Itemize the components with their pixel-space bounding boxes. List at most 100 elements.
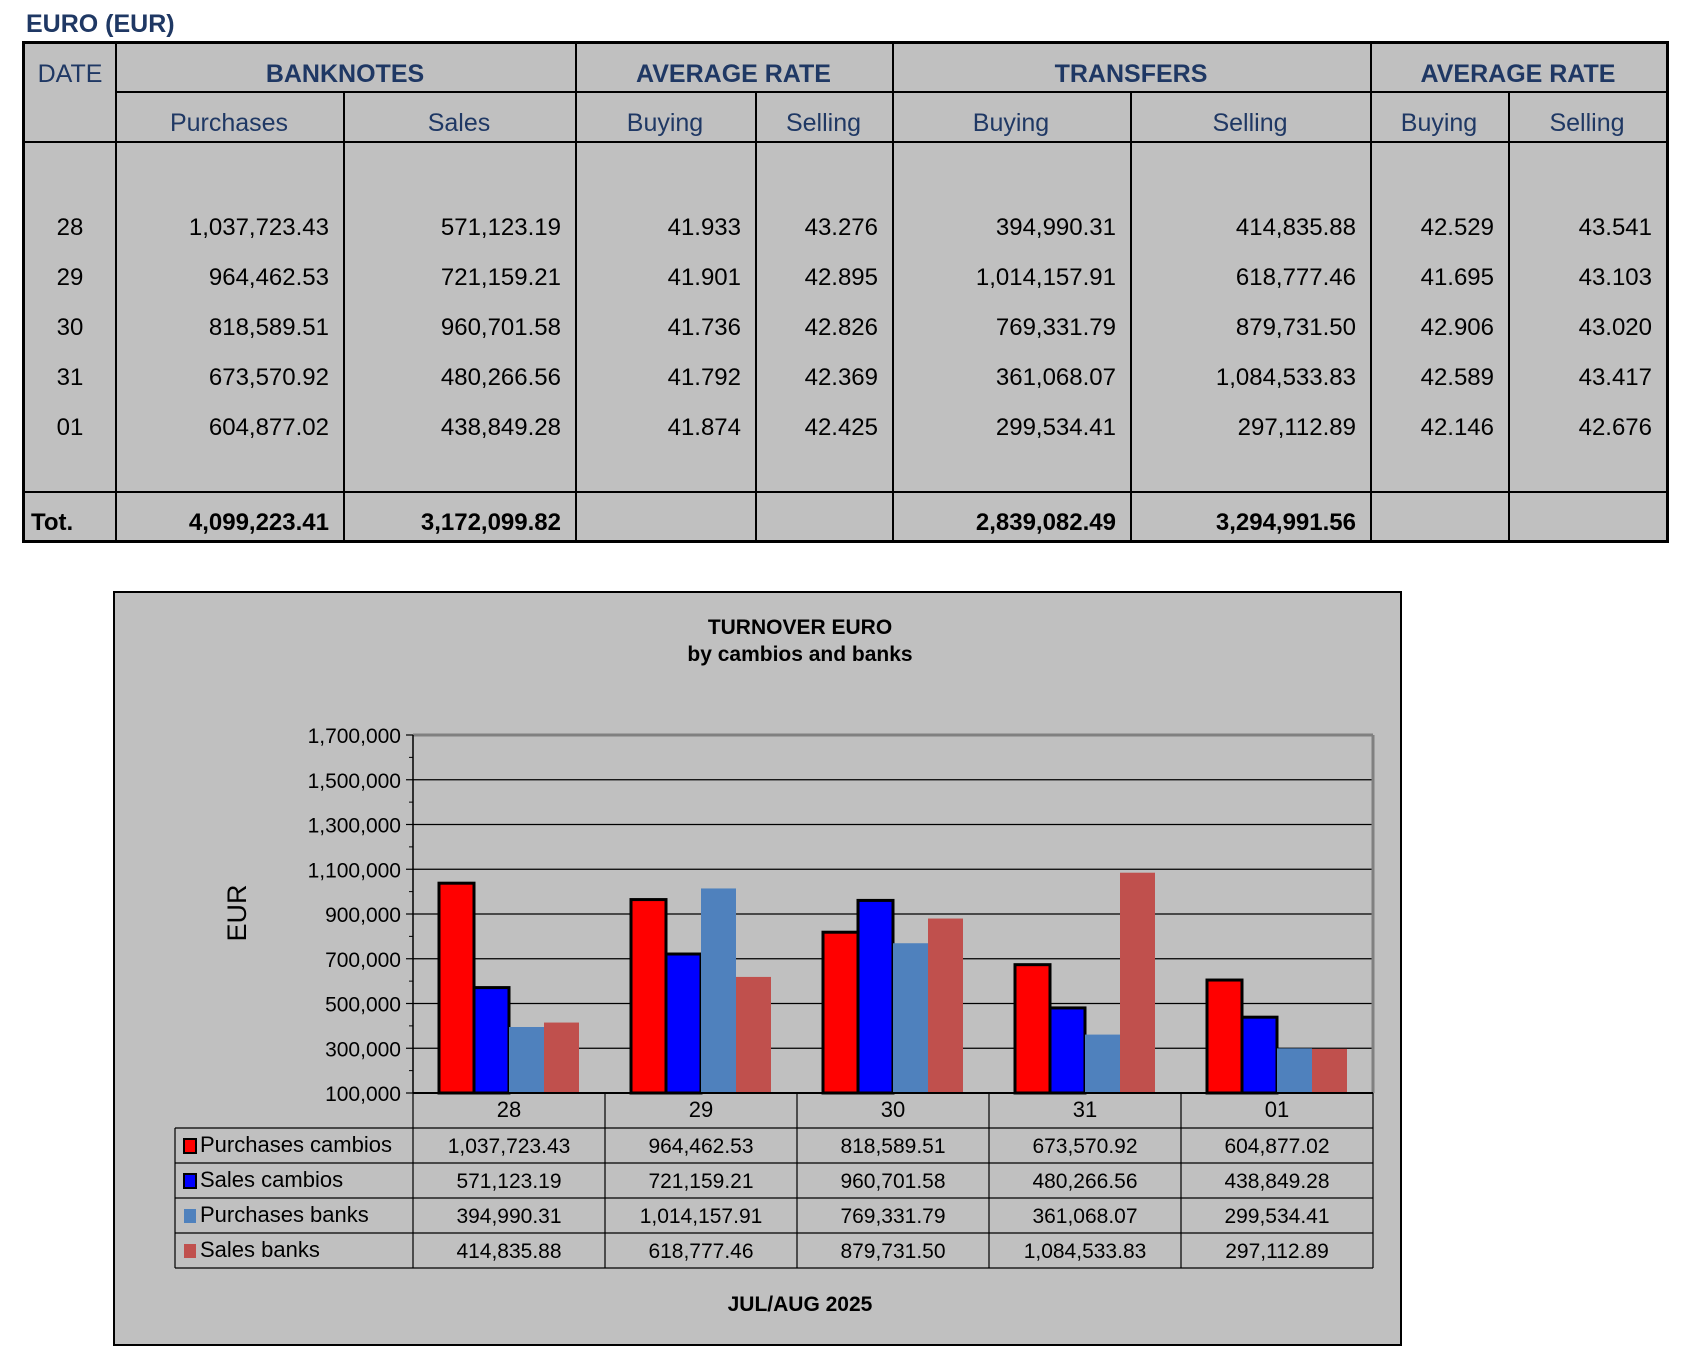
bar <box>1085 1034 1120 1093</box>
table-cell: 297,112.89 <box>1237 414 1356 441</box>
table-cell: 571,123.19 <box>440 214 561 241</box>
table-cell: 42.676 <box>1578 414 1652 441</box>
table-cell: 394,990.31 <box>995 214 1116 241</box>
column-divider <box>1370 44 1372 540</box>
row-date: 30 <box>56 314 84 341</box>
bar <box>1205 978 1244 1095</box>
bar <box>928 918 963 1093</box>
data-label: 361,068.07 <box>1032 1205 1137 1228</box>
table-cell: 42.906 <box>1420 314 1494 341</box>
bar <box>1048 1006 1087 1095</box>
sub-header: Buying <box>626 109 704 137</box>
sub-header: Selling <box>1212 109 1288 137</box>
y-tick-label: 1,100,000 <box>308 859 401 882</box>
legend-swatch <box>184 1244 196 1258</box>
table-cell: 769,331.79 <box>995 314 1116 341</box>
data-label: 879,731.50 <box>840 1240 945 1263</box>
legend-label: Purchases cambios <box>200 1132 392 1157</box>
header-divider <box>115 91 1666 93</box>
bar <box>1240 1015 1279 1095</box>
bar <box>1277 1048 1312 1093</box>
y-tick-label: 900,000 <box>325 904 401 927</box>
table-cell: 1,014,157.91 <box>975 264 1116 291</box>
data-label: 299,534.41 <box>1224 1205 1329 1228</box>
table-cell: 42.529 <box>1420 214 1494 241</box>
legend-swatch <box>183 1173 197 1189</box>
row-date: 01 <box>56 414 84 441</box>
x-tick-label: 01 <box>1265 1097 1289 1122</box>
data-label: 604,877.02 <box>1224 1135 1329 1158</box>
sub-header: Sales <box>427 109 491 137</box>
table-cell: 618,777.46 <box>1235 264 1356 291</box>
table-cell: 42.589 <box>1420 364 1494 391</box>
bar <box>664 952 703 1095</box>
table-cell: 1,084,533.83 <box>1215 364 1356 391</box>
bar <box>629 898 668 1095</box>
table-cell: 361,068.07 <box>995 364 1116 391</box>
y-axis-label: EUR <box>222 884 252 941</box>
legend-label: Sales cambios <box>200 1167 343 1192</box>
chart-subtitle: by cambios and banks <box>687 643 912 666</box>
data-label: 438,849.28 <box>1224 1170 1329 1193</box>
table-cell: 438,849.28 <box>440 414 561 441</box>
y-tick-label: 1,300,000 <box>308 815 401 838</box>
y-tick-label: 100,000 <box>325 1083 401 1106</box>
sub-header: Buying <box>1400 109 1478 137</box>
x-axis-label: JUL/AUG 2025 <box>728 1293 873 1316</box>
data-label: 297,112.89 <box>1225 1240 1329 1263</box>
rates-table: DATE BANKNOTES AVERAGE RATE TRANSFERS AVERAG… <box>22 41 1669 543</box>
table-cell: 42.826 <box>804 314 878 341</box>
table-cell: 42.425 <box>804 414 878 441</box>
data-label: 818,589.51 <box>840 1135 945 1158</box>
table-cell: 673,570.92 <box>208 364 329 391</box>
bar <box>736 976 771 1093</box>
table-cell: 43.417 <box>1578 364 1652 391</box>
bar <box>1312 1048 1347 1093</box>
sub-header: Buying <box>972 109 1050 137</box>
table-cell: 41.901 <box>667 264 741 291</box>
table-cell: 879,731.50 <box>1235 314 1356 341</box>
turnover-chart-panel: TURNOVER EURO by cambios and banks EUR JUL/… <box>113 591 1402 1346</box>
total-label: Tot. <box>31 509 74 536</box>
data-label: 571,123.19 <box>456 1170 561 1193</box>
bar <box>472 986 511 1095</box>
total-cell: 3,172,099.82 <box>420 509 561 536</box>
group-header: AVERAGE RATE <box>636 60 831 88</box>
bar <box>893 943 928 1093</box>
turnover-chart: TURNOVER EURO by cambios and banks EUR JUL/… <box>174 616 1375 1316</box>
row-date: 31 <box>56 364 84 391</box>
x-tick-label: 28 <box>497 1097 521 1122</box>
date-header: DATE <box>37 60 103 88</box>
table-cell: 1,037,723.43 <box>188 214 329 241</box>
data-label: 414,835.88 <box>456 1240 561 1263</box>
column-divider <box>1130 91 1132 540</box>
column-divider <box>115 44 117 540</box>
data-label: 394,990.31 <box>456 1205 561 1228</box>
row-date: 28 <box>56 214 84 241</box>
data-label: 964,462.53 <box>648 1135 753 1158</box>
column-divider <box>755 91 757 540</box>
x-tick-label: 29 <box>689 1097 713 1122</box>
table-cell: 964,462.53 <box>208 264 329 291</box>
table-cell: 42.146 <box>1420 414 1494 441</box>
table-cell: 41.933 <box>667 214 741 241</box>
column-divider <box>343 91 345 540</box>
table-cell: 299,534.41 <box>995 414 1116 441</box>
legend-label: Purchases banks <box>200 1202 369 1227</box>
subheader-divider <box>25 141 1666 143</box>
data-label: 1,084,533.83 <box>1024 1240 1147 1263</box>
y-tick-label: 500,000 <box>325 994 401 1017</box>
x-tick-label: 30 <box>881 1097 905 1122</box>
bar <box>1120 872 1155 1093</box>
data-label: 673,570.92 <box>1032 1135 1137 1158</box>
table-cell: 818,589.51 <box>208 314 329 341</box>
data-label: 721,159.21 <box>648 1170 753 1193</box>
data-label: 618,777.46 <box>648 1240 753 1263</box>
bar <box>437 881 476 1095</box>
table-cell: 604,877.02 <box>208 414 329 441</box>
bar <box>856 898 895 1095</box>
y-tick-label: 1,700,000 <box>308 725 401 748</box>
data-label: 1,037,723.43 <box>448 1135 571 1158</box>
table-cell: 41.874 <box>667 414 741 441</box>
data-label: 480,266.56 <box>1032 1170 1137 1193</box>
